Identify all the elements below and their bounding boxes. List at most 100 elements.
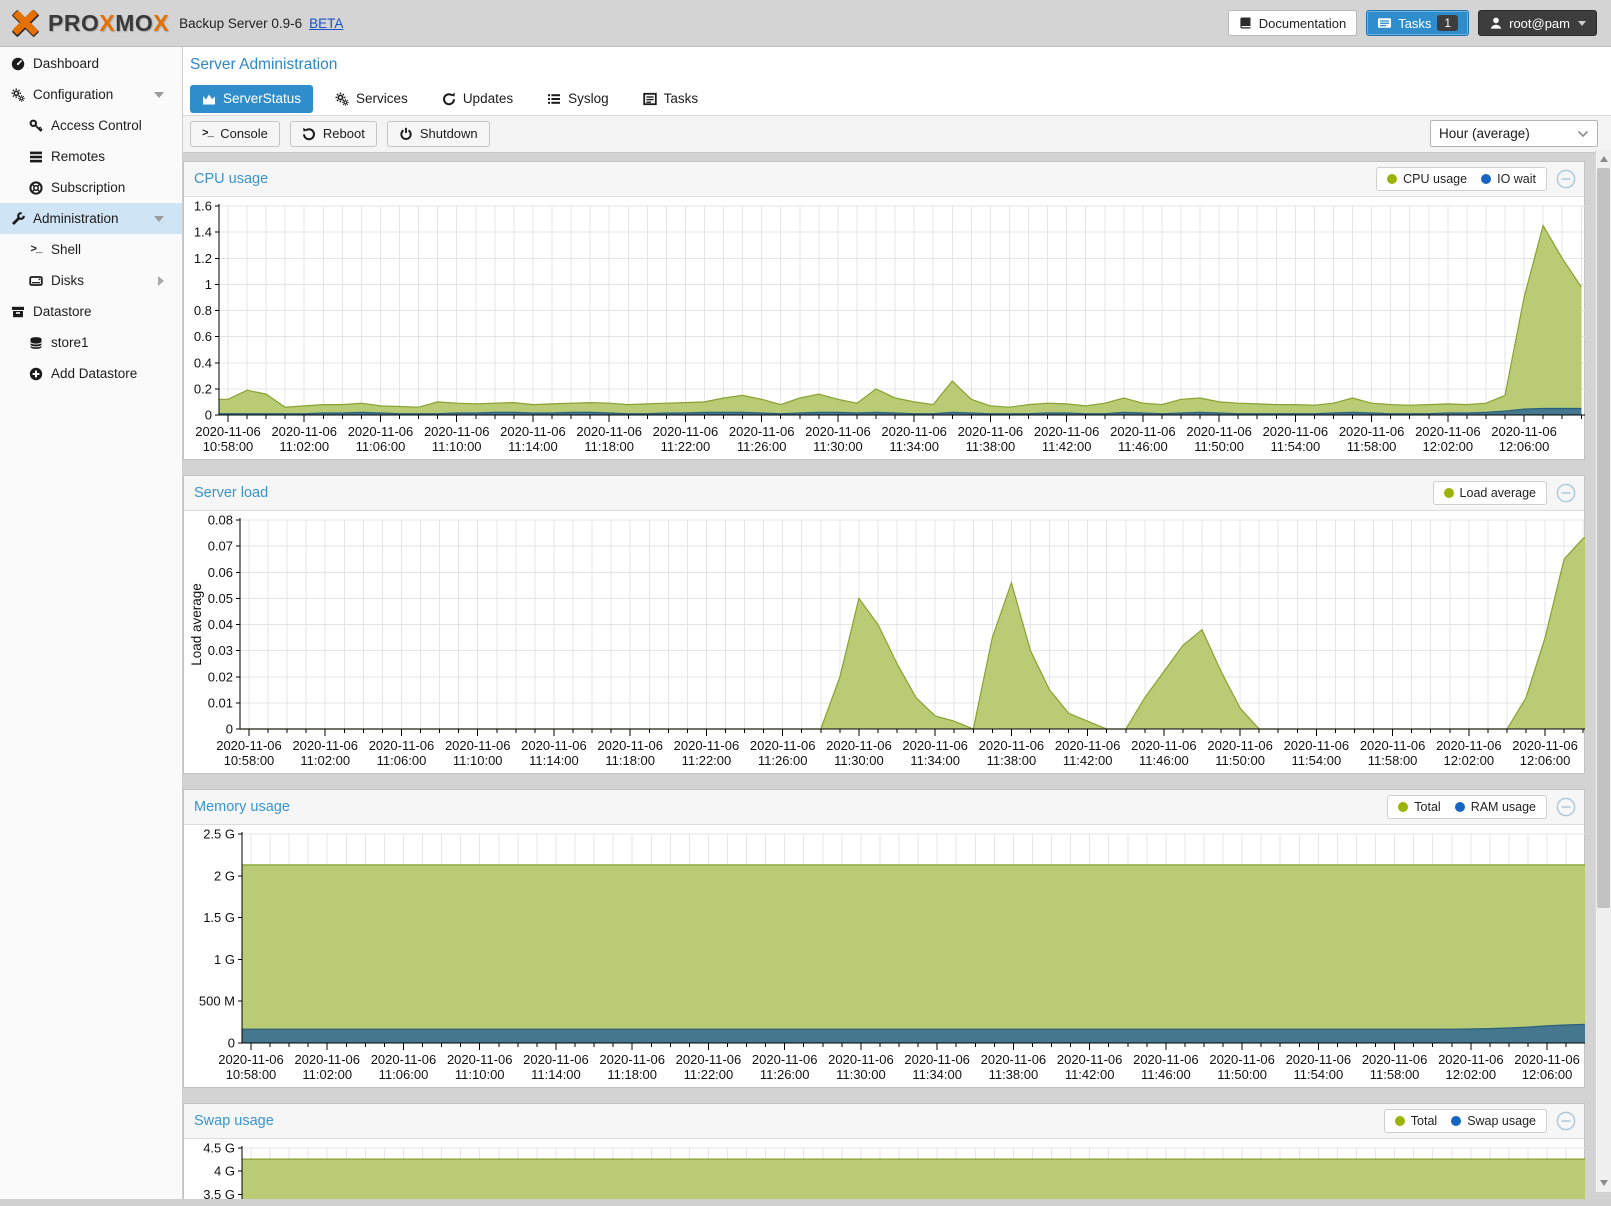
legend-item[interactable]: Swap usage bbox=[1451, 1114, 1536, 1128]
vertical-scrollbar[interactable] bbox=[1595, 150, 1611, 1192]
svg-text:11:14:00: 11:14:00 bbox=[508, 439, 558, 454]
reboot-button[interactable]: Reboot bbox=[289, 120, 377, 147]
svg-text:11:06:00: 11:06:00 bbox=[377, 753, 427, 768]
panel-title: Swap usage bbox=[194, 1112, 274, 1129]
legend-dot-icon bbox=[1481, 173, 1492, 184]
panel-title: Server load bbox=[194, 484, 269, 501]
legend-dot-icon bbox=[1398, 801, 1409, 812]
svg-text:2020-11-06: 2020-11-06 bbox=[521, 738, 587, 753]
svg-text:2020-11-06: 2020-11-06 bbox=[1133, 1052, 1199, 1067]
sidebar-item-datastore[interactable]: Datastore bbox=[0, 296, 182, 327]
sidebar-item-store1[interactable]: store1 bbox=[0, 327, 182, 358]
svg-text:2020-11-06: 2020-11-06 bbox=[1055, 738, 1121, 753]
svg-text:10:58:00: 10:58:00 bbox=[224, 753, 275, 768]
svg-text:0.05: 0.05 bbox=[208, 591, 233, 606]
tab-serverstatus[interactable]: ServerStatus bbox=[190, 84, 314, 113]
panel-header: Server load Load average bbox=[184, 475, 1584, 511]
documentation-button[interactable]: Documentation bbox=[1227, 10, 1358, 36]
tab-tasks[interactable]: Tasks bbox=[631, 85, 711, 113]
legend-item[interactable]: IO wait bbox=[1481, 172, 1536, 186]
svg-text:2.5 G: 2.5 G bbox=[203, 826, 235, 841]
caret-right-icon[interactable] bbox=[158, 275, 164, 286]
svg-text:2020-11-06: 2020-11-06 bbox=[292, 738, 358, 753]
collapse-panel-icon[interactable] bbox=[1556, 483, 1576, 503]
svg-text:2020-11-06: 2020-11-06 bbox=[805, 424, 871, 439]
sidebar-item-subscription[interactable]: Subscription bbox=[0, 172, 182, 203]
tab-syslog[interactable]: Syslog bbox=[535, 85, 621, 113]
scroll-up-arrow-icon[interactable] bbox=[1600, 156, 1608, 162]
time-range-select[interactable]: Hour (average) bbox=[1430, 120, 1598, 148]
svg-text:2020-11-06: 2020-11-06 bbox=[1284, 738, 1350, 753]
svg-text:11:26:00: 11:26:00 bbox=[758, 753, 808, 768]
user-menu-button[interactable]: root@pam bbox=[1478, 10, 1597, 36]
svg-text:2020-11-06: 2020-11-06 bbox=[1360, 738, 1426, 753]
reboot-label: Reboot bbox=[322, 126, 365, 142]
svg-text:11:18:00: 11:18:00 bbox=[584, 439, 634, 454]
svg-text:1.4: 1.4 bbox=[194, 224, 212, 239]
svg-text:11:02:00: 11:02:00 bbox=[302, 1067, 352, 1082]
sidebar-item-dashboard[interactable]: Dashboard bbox=[0, 48, 182, 79]
svg-text:11:14:00: 11:14:00 bbox=[531, 1067, 581, 1082]
scrollbar-thumb[interactable] bbox=[1597, 168, 1610, 908]
svg-text:11:34:00: 11:34:00 bbox=[889, 439, 939, 454]
svg-text:2020-11-06: 2020-11-06 bbox=[597, 738, 663, 753]
console-button[interactable]: >_ Console bbox=[190, 120, 280, 147]
sidebar-item-remotes[interactable]: Remotes bbox=[0, 141, 182, 172]
legend-label: IO wait bbox=[1497, 171, 1536, 186]
sidebar-item-access-control[interactable]: Access Control bbox=[0, 110, 182, 141]
legend-item[interactable]: Load average bbox=[1443, 486, 1536, 500]
svg-text:2020-11-06: 2020-11-06 bbox=[979, 738, 1045, 753]
sidebar-item-label: Dashboard bbox=[33, 56, 100, 71]
beta-link[interactable]: BETA bbox=[309, 15, 344, 31]
svg-text:0.04: 0.04 bbox=[208, 617, 233, 632]
svg-text:2020-11-06: 2020-11-06 bbox=[447, 1052, 513, 1067]
collapse-panel-icon[interactable] bbox=[1556, 797, 1576, 817]
svg-text:11:10:00: 11:10:00 bbox=[455, 1067, 505, 1082]
sidebar-item-administration[interactable]: Administration bbox=[0, 203, 182, 234]
sidebar-item-shell[interactable]: >_ Shell bbox=[0, 234, 182, 265]
svg-text:11:22:00: 11:22:00 bbox=[682, 753, 732, 768]
svg-text:2020-11-06: 2020-11-06 bbox=[576, 424, 642, 439]
sidebar-item-label: Administration bbox=[33, 211, 119, 226]
legend-item[interactable]: Total bbox=[1394, 1113, 1438, 1128]
collapse-panel-icon[interactable] bbox=[1556, 1111, 1576, 1131]
panel-title: Memory usage bbox=[194, 798, 290, 815]
svg-text:2020-11-06: 2020-11-06 bbox=[902, 738, 968, 753]
svg-text:0: 0 bbox=[205, 407, 212, 422]
svg-text:11:58:00: 11:58:00 bbox=[1370, 1067, 1420, 1082]
svg-text:2020-11-06: 2020-11-06 bbox=[445, 738, 511, 753]
tasks-button[interactable]: Tasks 1 bbox=[1366, 10, 1470, 36]
legend-item[interactable]: RAM usage bbox=[1454, 800, 1536, 814]
sidebar-item-configuration[interactable]: Configuration bbox=[0, 79, 182, 110]
legend-item[interactable]: Total bbox=[1398, 800, 1441, 814]
sidebar-item-label: Subscription bbox=[51, 180, 126, 195]
time-range-value: Hour (average) bbox=[1439, 126, 1530, 142]
collapse-panel-icon[interactable] bbox=[1556, 169, 1576, 189]
scroll-down-arrow-icon[interactable] bbox=[1600, 1180, 1608, 1186]
tab-updates[interactable]: Updates bbox=[430, 85, 525, 113]
sidebar-item-label: Shell bbox=[51, 242, 82, 257]
svg-text:2020-11-06: 2020-11-06 bbox=[1339, 424, 1405, 439]
sidebar-item-add-datastore[interactable]: Add Datastore bbox=[0, 358, 182, 389]
legend-label: Total bbox=[1410, 1113, 1438, 1128]
svg-text:11:02:00: 11:02:00 bbox=[279, 439, 329, 454]
svg-text:1: 1 bbox=[205, 277, 212, 292]
svg-text:2 G: 2 G bbox=[214, 868, 235, 883]
tasks-label: Tasks bbox=[1398, 15, 1432, 31]
svg-text:11:58:00: 11:58:00 bbox=[1368, 753, 1418, 768]
archive-box-icon bbox=[10, 305, 26, 319]
caret-down-icon[interactable] bbox=[154, 91, 164, 98]
svg-text:2020-11-06: 2020-11-06 bbox=[674, 738, 740, 753]
shutdown-button[interactable]: Shutdown bbox=[386, 120, 490, 147]
product-name: Backup Server 0.9-6 bbox=[179, 15, 303, 31]
legend-item[interactable]: CPU usage bbox=[1387, 172, 1467, 186]
sidebar-item-disks[interactable]: Disks bbox=[0, 265, 182, 296]
svg-text:1 G: 1 G bbox=[214, 952, 235, 967]
svg-text:11:30:00: 11:30:00 bbox=[813, 439, 863, 454]
caret-down-icon[interactable] bbox=[154, 215, 164, 222]
tab-services[interactable]: Services bbox=[323, 85, 420, 113]
svg-text:0.03: 0.03 bbox=[208, 643, 233, 658]
